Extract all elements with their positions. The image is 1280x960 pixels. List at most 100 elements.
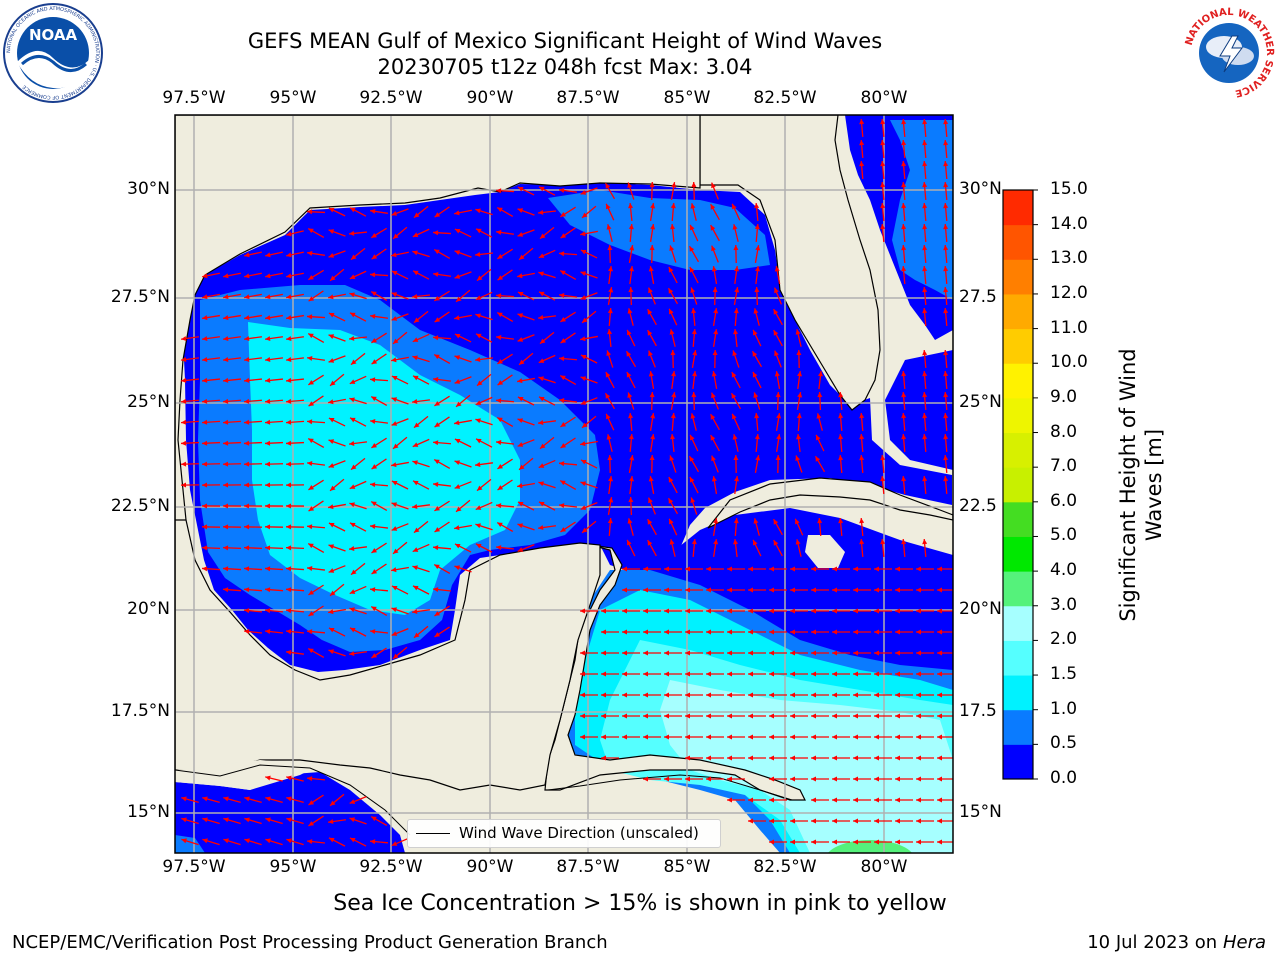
wind-arrow-head [627, 539, 632, 546]
wind-arrow-head [413, 270, 419, 276]
wind-arrow-head [668, 477, 674, 483]
wind-arrow-head [937, 650, 942, 656]
wind-arrow-head [916, 587, 921, 593]
wind-arrow-head [181, 398, 187, 404]
wind-arrow-head [456, 296, 462, 302]
mexico-land [175, 519, 601, 791]
lon-tick-bottom: 82.5°W [753, 857, 817, 877]
wind-arrow-head [202, 357, 208, 362]
wind-arrow-head [922, 245, 928, 251]
wind-arrow-head [391, 421, 398, 426]
colorbar-bin [1003, 293, 1033, 330]
wind-arrow-head [874, 692, 879, 698]
wind-arrow-head [626, 351, 632, 357]
wind-arrow-head [607, 455, 613, 461]
wind-arrow-head [859, 413, 865, 419]
lon-tick-top: 92.5°W [359, 88, 423, 108]
wind-arrow-head [538, 481, 544, 487]
wind-arrow-head [265, 294, 271, 300]
wind-arrow-head [832, 797, 837, 803]
caribbean-water-3-4m [827, 840, 913, 853]
lat-tick-left: 17.5°N [110, 701, 170, 721]
lat-tick-right: 20°N [959, 599, 1002, 619]
wind-arrow-head [606, 413, 611, 420]
wind-arrow-head [895, 650, 900, 656]
wind-arrow-head [664, 776, 669, 782]
graticule [175, 115, 953, 853]
wind-arrow-head [916, 755, 921, 761]
wind-arrow-head [628, 434, 634, 440]
wind-arrow-head [454, 210, 460, 216]
wind-arrow-head [286, 524, 292, 530]
wind-arrow-head [606, 434, 612, 440]
wind-arrow-head [648, 350, 653, 357]
wind-arrow-head [434, 459, 440, 465]
wind-arrow-head [937, 713, 942, 719]
colorbar-label: 13.0 [1050, 248, 1088, 269]
wind-arrow-head [286, 440, 292, 446]
colorbar-bin [1003, 397, 1033, 434]
wind-arrow-head [330, 590, 336, 596]
wind-arrow-head [202, 461, 208, 467]
wind-arrow-head [943, 161, 949, 167]
wind-arrow-head [874, 566, 879, 572]
wind-arrow-head [539, 186, 545, 192]
footer-machine: Hera [1222, 932, 1266, 953]
wind-arrow-head [456, 401, 462, 407]
wind-arrow-head [244, 336, 250, 342]
wind-arrow-head [181, 336, 187, 342]
wind-arrow-head [880, 182, 886, 188]
colorbar-label: 15.0 [1050, 179, 1088, 199]
wind-arrow-head [580, 249, 587, 255]
wind-arrow-head [391, 357, 397, 363]
wind-arrow-head [608, 266, 613, 272]
wind-arrow-head [874, 671, 879, 677]
wind-arrow-head [643, 734, 648, 740]
wind-arrow-head [560, 233, 567, 239]
wind-arrow-head [559, 251, 565, 257]
wind-arrow-head [901, 140, 907, 146]
wind-arrow-head [690, 434, 695, 441]
wind-arrow-head [664, 608, 669, 614]
wind-arrow-head [349, 651, 355, 657]
lat-tick-left: 27.5°N [110, 287, 170, 307]
wind-arrow-head [706, 587, 711, 593]
wind-arrow-head [922, 308, 928, 314]
wind-arrow-head [937, 797, 942, 803]
wind-arrow-head [838, 455, 844, 461]
wind-arrow-head [643, 608, 648, 614]
wind-arrow-head [496, 335, 502, 340]
wind-arrow-head [412, 504, 418, 510]
wind-arrow-head [391, 585, 398, 591]
wind-arrow-head [391, 375, 398, 381]
wind-arrow-head [713, 308, 719, 314]
wind-arrow-head [669, 329, 675, 335]
wind-arrow-head [811, 587, 816, 593]
wind-arrow-head [349, 292, 355, 298]
wind-arrow-head [580, 713, 585, 719]
colorbar-label: 11.0 [1050, 317, 1088, 338]
colorbar-bin [1003, 259, 1033, 295]
wind-arrow-head [874, 587, 879, 593]
nws-logo: NATIONAL WEATHER SERVICE [1182, 6, 1276, 100]
wind-arrow-head [349, 335, 355, 341]
florida-peninsula [699, 115, 881, 411]
wind-arrow-head [286, 252, 292, 258]
wind-arrow-head [223, 461, 229, 467]
wind-arrow-head [648, 476, 654, 482]
wind-arrow-head [580, 459, 587, 465]
wind-arrow-head [649, 392, 655, 398]
wind-arrow-head [649, 245, 655, 251]
wind-arrow-head [286, 482, 292, 488]
wind-arrow-head [797, 371, 803, 377]
wind-arrow-head [853, 713, 858, 719]
wind-arrow-head [223, 419, 229, 425]
gulf-water-1-1.5m [248, 322, 520, 615]
wind-arrow-head [265, 608, 271, 614]
wind-arrow-head [622, 629, 627, 635]
wind-arrow-head [622, 587, 627, 593]
wind-arrow-head [647, 540, 653, 546]
wind-arrow-head [748, 734, 753, 740]
wind-arrow-head [874, 734, 879, 740]
wind-arrow-head [627, 518, 633, 524]
